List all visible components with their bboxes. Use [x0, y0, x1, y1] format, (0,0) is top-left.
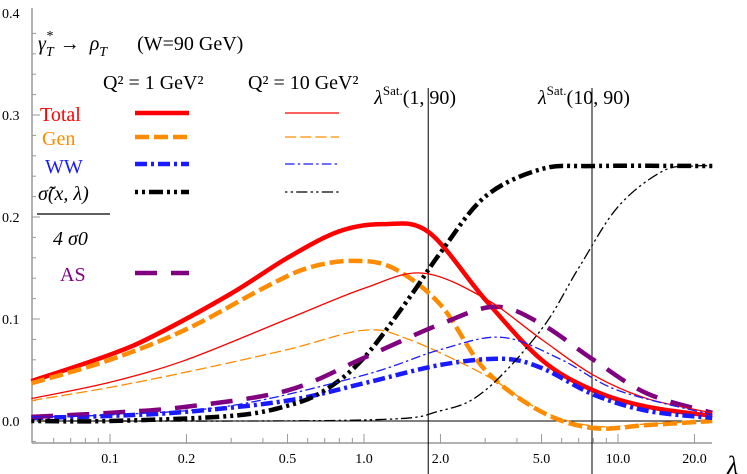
x-axis-label: λ: [726, 451, 738, 474]
header-q2-10: Q² = 10 GeV²: [248, 72, 358, 94]
y-tick-label: 0.4: [2, 7, 20, 22]
legend-label-as: AS: [60, 264, 86, 286]
curve-ww-q2-1: [31, 356, 713, 421]
curve-ww-q2-10: [31, 336, 713, 418]
x-tick-label: 20.0: [682, 452, 707, 467]
legend-swatches: [135, 110, 339, 276]
axes: 0.0 0.1 0.2 0.3 0.4 0.1 0.2 0.5 1.0 2.0 5.0 10.0 20.…: [2, 7, 738, 474]
y-tick-label: 0.2: [2, 211, 20, 226]
curve-total-q2-10: [31, 272, 713, 414]
title: γ* T → ρT (W=90 GeV): [38, 29, 243, 60]
legend-label-ww: WW: [45, 156, 83, 178]
y-tick-label: 0.3: [2, 109, 20, 124]
curves: [30, 163, 713, 432]
y-tick-label: 0.1: [2, 313, 20, 328]
legend-label-sigma-numerator: σ̃(x, λ): [38, 183, 89, 205]
x-tick-label: 2.0: [432, 452, 450, 467]
curve-gen-q2-10: [31, 329, 713, 428]
x-tick-label: 0.2: [178, 452, 196, 467]
x-tick-label: 1.0: [355, 452, 373, 467]
curve-as-q2-1: [31, 304, 713, 420]
x-tick-label: 5.0: [533, 452, 551, 467]
header-q2-1: Q² = 1 GeV²: [103, 72, 203, 94]
legend-label-total: Total: [40, 104, 81, 126]
x-tick-label: 0.1: [101, 452, 119, 467]
legend-label-sigma-denominator: 4 σ0: [53, 228, 88, 250]
curve-gen-q2-1: [30, 258, 713, 432]
legend-label-gen: Gen: [42, 128, 75, 150]
curve-sigma-q2-1: [31, 163, 713, 424]
legend: γ* T → ρT (W=90 GeV) Q² = 1 GeV² Q² = 10 GeV…: [37, 29, 358, 286]
x-tick-label: 10.0: [606, 452, 631, 467]
curve-total-q2-1: [30, 221, 713, 419]
x-tick-label: 0.5: [279, 452, 297, 467]
saturation-label: λSat.(1, 90): [373, 83, 456, 109]
y-tick-label: 0.0: [2, 415, 20, 430]
curve-sigma-q2-10: [31, 164, 713, 422]
saturation-label: λSat.(10, 90): [537, 83, 630, 109]
